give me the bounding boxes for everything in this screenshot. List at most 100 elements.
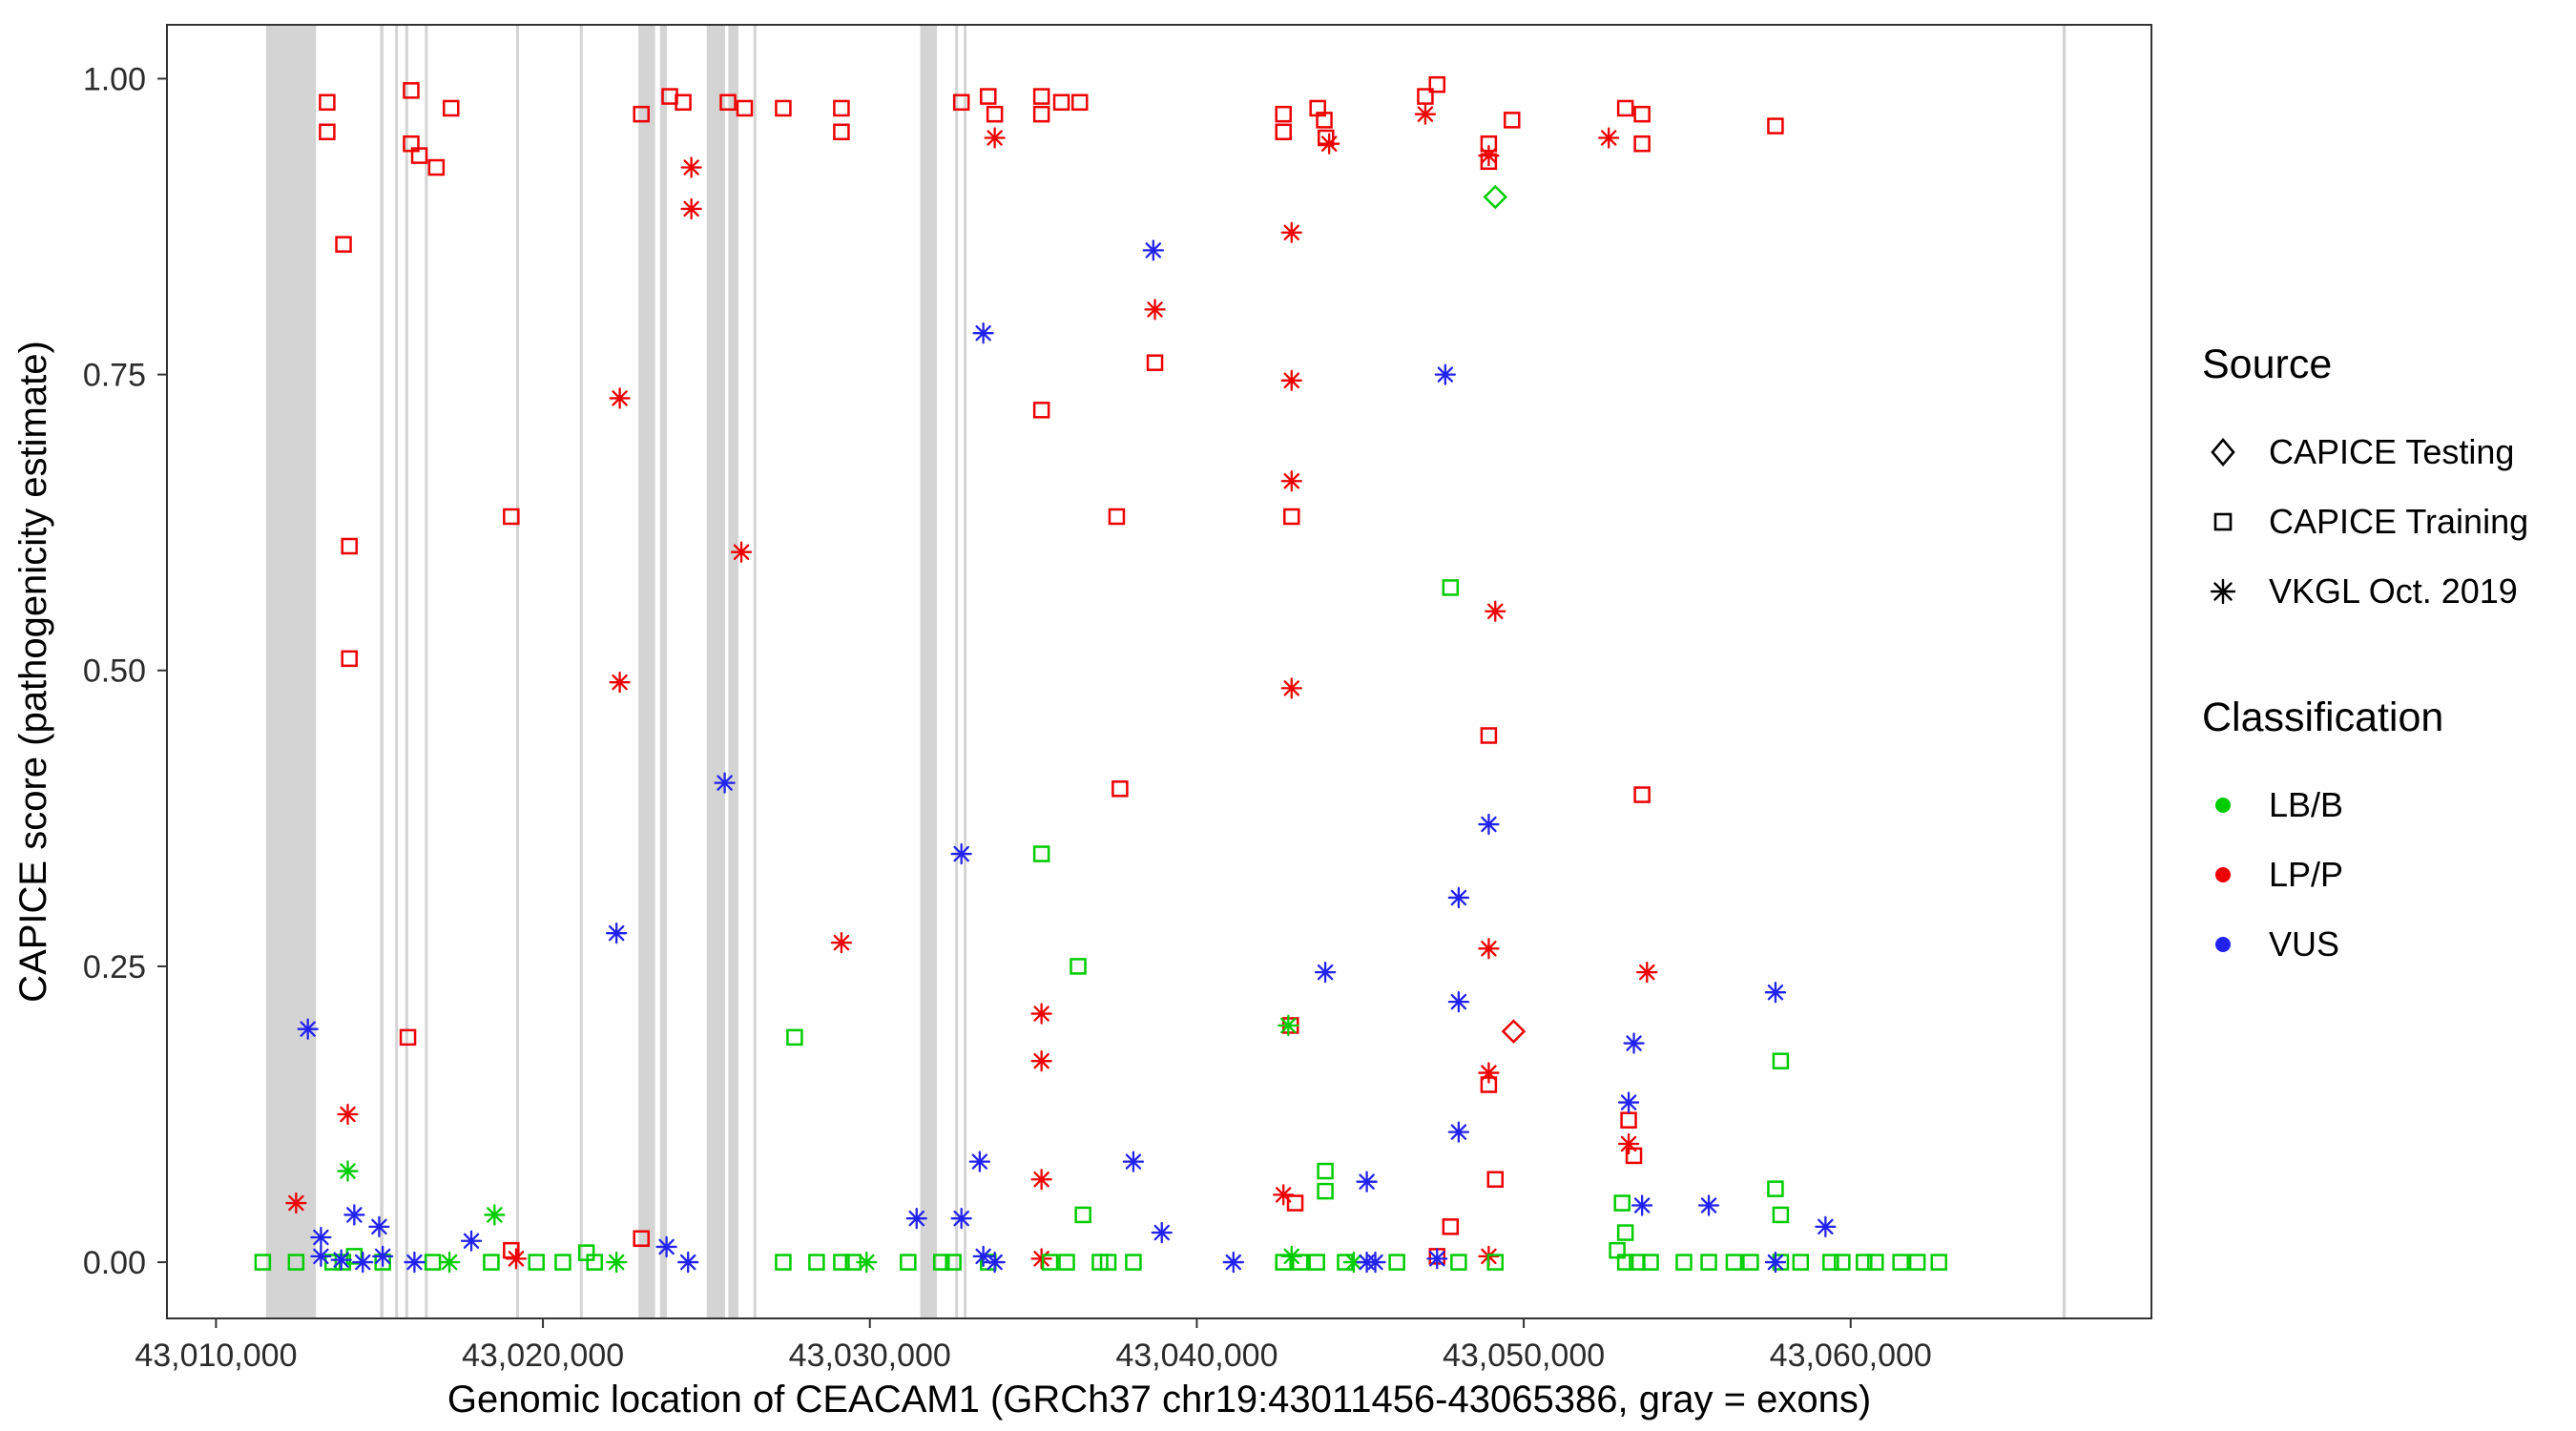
- legend-source-block: Source CAPICE Testing CAPICE Training: [2202, 342, 2528, 626]
- exon-band: [955, 25, 959, 1318]
- data-point: [554, 1254, 571, 1271]
- exon-band: [2062, 25, 2067, 1318]
- data-point: [984, 1251, 1006, 1274]
- data-point: [1030, 1248, 1052, 1270]
- data-point: [1070, 958, 1087, 975]
- data-point: [503, 508, 520, 526]
- data-point: [1616, 99, 1634, 117]
- data-point: [786, 1028, 803, 1047]
- data-point: [1280, 369, 1302, 391]
- data-point: [341, 537, 358, 555]
- x-tick-label: 43,010,000: [135, 1338, 297, 1374]
- data-point: [606, 1251, 628, 1274]
- data-point: [972, 322, 994, 344]
- legend-item-capice-training: CAPICE Training: [2202, 487, 2528, 556]
- data-point: [1908, 1254, 1926, 1271]
- data-point: [1364, 1251, 1386, 1274]
- data-point: [1478, 813, 1500, 836]
- data-point: [443, 99, 460, 117]
- data-point: [950, 1208, 972, 1230]
- legend: Source CAPICE Testing CAPICE Training: [2202, 342, 2528, 979]
- y-tick-label: 0.75: [83, 358, 146, 394]
- data-point: [606, 923, 628, 944]
- legend-item-vus: VUS: [2202, 909, 2528, 979]
- data-point: [403, 82, 420, 99]
- legend-item-lpp: LP/P: [2202, 840, 2528, 909]
- data-point: [404, 1251, 426, 1274]
- data-point: [297, 1018, 319, 1040]
- data-point: [1697, 1194, 1720, 1216]
- data-point: [968, 1151, 991, 1172]
- data-point: [1815, 1215, 1837, 1238]
- exon-band: [395, 25, 399, 1318]
- data-point: [1767, 1180, 1784, 1197]
- data-point: [345, 1248, 364, 1265]
- data-point: [337, 1160, 359, 1182]
- data-point: [1032, 402, 1050, 419]
- data-point: [319, 123, 336, 141]
- data-point: [680, 156, 702, 178]
- data-point: [1834, 1254, 1851, 1271]
- diamond-outline-icon: [2202, 431, 2244, 473]
- data-point: [1636, 961, 1658, 984]
- data-point: [1111, 780, 1129, 798]
- data-point: [372, 1245, 394, 1268]
- data-point: [1142, 239, 1164, 261]
- data-point: [1764, 1251, 1787, 1274]
- data-point: [609, 387, 631, 409]
- y-tick-label: 0.00: [83, 1245, 146, 1281]
- data-point: [1278, 1014, 1299, 1037]
- data-point: [655, 1235, 677, 1258]
- data-point: [483, 1254, 500, 1271]
- data-point: [1074, 1206, 1091, 1224]
- data-point: [438, 1251, 461, 1274]
- data-point: [1428, 75, 1446, 93]
- data-point: [1275, 105, 1292, 123]
- data-point: [1598, 127, 1620, 149]
- legend-item-label: CAPICE Training: [2269, 501, 2529, 541]
- data-point: [1616, 1254, 1634, 1271]
- data-point: [1483, 184, 1508, 210]
- data-point: [1099, 1254, 1117, 1271]
- legend-classification-block: Classification LB/B LP/P VUS: [2202, 695, 2528, 979]
- x-tick-label: 43,060,000: [1770, 1338, 1932, 1374]
- data-point: [1633, 786, 1651, 803]
- data-point: [1486, 1171, 1505, 1188]
- asterisk-icon: [2202, 570, 2244, 612]
- data-point: [352, 1251, 374, 1274]
- data-point: [1144, 299, 1166, 321]
- x-tick-label: 43,040,000: [1115, 1338, 1278, 1374]
- legend-item-lbb: LB/B: [2202, 770, 2528, 840]
- data-point: [287, 1254, 305, 1271]
- data-point: [484, 1204, 506, 1226]
- y-tick-label: 0.50: [83, 653, 146, 690]
- data-point: [1617, 1132, 1640, 1155]
- data-point: [460, 1230, 483, 1252]
- data-point: [1032, 105, 1050, 123]
- data-point: [1291, 1254, 1309, 1271]
- data-point: [1318, 129, 1335, 147]
- data-point: [1613, 1194, 1631, 1212]
- data-point: [1772, 1206, 1790, 1224]
- data-point: [1447, 1121, 1470, 1143]
- square-outline-icon: [2202, 501, 2244, 543]
- panel-border: [166, 24, 2152, 1319]
- data-point: [337, 1103, 359, 1126]
- data-point: [833, 99, 850, 117]
- data-point: [368, 1215, 390, 1238]
- data-point: [1283, 508, 1300, 526]
- data-point: [1478, 144, 1500, 167]
- data-point: [1030, 1003, 1052, 1025]
- exon-band: [706, 25, 725, 1318]
- legend-item-capice-testing: CAPICE Testing: [2202, 417, 2528, 487]
- exon-band: [728, 25, 738, 1318]
- data-point: [1280, 470, 1302, 492]
- data-point: [1764, 982, 1787, 1004]
- data-point: [775, 1254, 792, 1271]
- exon-band: [638, 25, 655, 1318]
- legend-item-label: LB/B: [2269, 784, 2344, 824]
- legend-item-label: CAPICE Testing: [2269, 431, 2515, 471]
- data-point: [341, 650, 358, 668]
- data-point: [1501, 1019, 1527, 1044]
- x-tick-label: 43,050,000: [1443, 1338, 1605, 1374]
